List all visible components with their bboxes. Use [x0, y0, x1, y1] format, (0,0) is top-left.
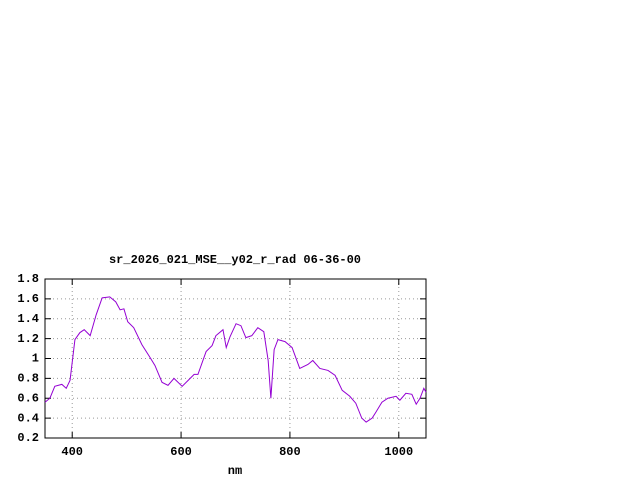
y-tick-label: 0.4	[17, 411, 39, 425]
y-tick-label: 0.2	[17, 431, 39, 445]
x-axis-label: nm	[228, 464, 242, 478]
y-tick-label: 1.4	[17, 312, 39, 326]
x-tick-label: 1000	[384, 445, 413, 459]
data-line	[44, 296, 427, 423]
y-tick-label: 1	[32, 352, 39, 366]
chart-title: sr_2026_021_MSE__y02_r_rad 06-36-00	[109, 253, 361, 267]
y-tick-label: 1.6	[17, 292, 39, 306]
x-tick-label: 800	[279, 445, 301, 459]
x-tick-label: 600	[170, 445, 192, 459]
y-tick-label: 0.6	[17, 391, 39, 405]
y-tick-label: 0.8	[17, 372, 39, 386]
plot-frame	[44, 278, 427, 439]
y-tick-label: 1.8	[17, 272, 39, 286]
y-tick-label: 1.2	[17, 332, 39, 346]
x-tick-label: 400	[61, 445, 83, 459]
